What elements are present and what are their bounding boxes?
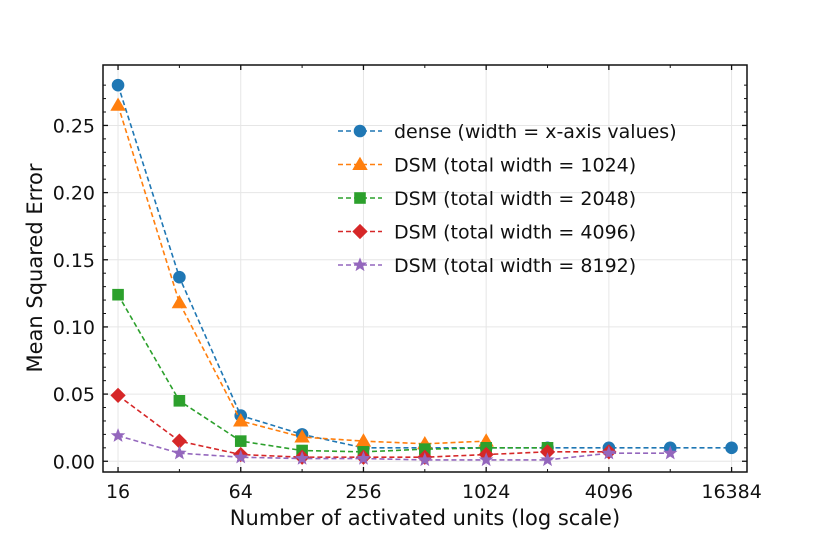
series-dsm-total-width-2048 <box>112 288 554 458</box>
legend-label: DSM (total width = 1024) <box>394 155 636 177</box>
legend-label: DSM (total width = 2048) <box>394 188 636 210</box>
legend-marker-diamond <box>352 223 368 240</box>
y-tick-label: 0.20 <box>53 183 95 205</box>
y-tick-label: 0.25 <box>53 115 95 137</box>
data-point-circle <box>725 441 738 455</box>
legend-marker-triangle <box>352 156 368 170</box>
data-point-square <box>112 288 124 301</box>
x-axis-title: Number of activated units (log scale) <box>230 506 620 530</box>
series-layer <box>110 78 738 467</box>
legend-entry: DSM (total width = 8192) <box>338 255 636 277</box>
data-point-triangle <box>294 429 310 443</box>
data-point-star <box>356 450 371 465</box>
series-dsm-total-width-8192 <box>110 428 678 467</box>
legend-label: DSM (total width = 4096) <box>394 222 636 244</box>
data-point-star <box>662 445 678 460</box>
legend-marker-square <box>354 192 366 204</box>
data-point-star <box>110 428 126 442</box>
legend-entry: DSM (total width = 4096) <box>338 222 636 244</box>
chart-legend: dense (width = x-axis values) DSM (total … <box>338 121 677 277</box>
legend-label: DSM (total width = 8192) <box>394 255 636 277</box>
y-axis-title: Mean Squared Error <box>23 163 47 372</box>
data-point-square <box>234 435 247 447</box>
data-point-triangle <box>171 294 188 309</box>
x-tick-label: 1024 <box>462 481 510 503</box>
y-tick-label: 0.05 <box>53 384 95 406</box>
data-point-diamond <box>110 387 126 404</box>
data-point-triangle <box>110 97 126 111</box>
data-point-star <box>172 445 187 460</box>
legend-entry: DSM (total width = 2048) <box>338 188 636 210</box>
y-tick-label: 0.10 <box>53 317 95 339</box>
series-line <box>117 294 548 453</box>
axes-layer: 16 64 256 1024 4096 16384 0.00 0.05 0.10 0.15 0.20… <box>53 65 762 503</box>
data-point-star <box>417 452 433 467</box>
legend-label: dense (width = x-axis values) <box>394 121 677 143</box>
data-point-circle <box>173 270 186 284</box>
legend-marker-circle <box>353 124 367 138</box>
x-tick-label: 64 <box>229 481 253 503</box>
series-line <box>117 434 671 461</box>
y-tick-label: 0.15 <box>53 250 95 272</box>
data-point-star <box>601 445 617 460</box>
legend-entry: DSM (total width = 1024) <box>338 155 636 177</box>
data-point-star <box>540 452 555 467</box>
data-point-square <box>173 395 186 407</box>
x-tick-label: 16 <box>106 481 130 503</box>
data-point-star <box>478 452 494 467</box>
data-point-circle <box>111 78 125 92</box>
series-line <box>117 394 609 459</box>
data-point-star <box>233 449 249 464</box>
x-tick-label: 4096 <box>585 481 633 503</box>
y-tick-label: 0.00 <box>53 451 95 473</box>
series-line <box>117 84 732 449</box>
data-point-triangle <box>233 413 249 427</box>
legend-entry: dense (width = x-axis values) <box>338 121 677 143</box>
legend-marker-star <box>352 257 368 272</box>
x-tick-label: 16384 <box>701 481 761 503</box>
x-tick-label: 256 <box>345 481 381 503</box>
data-point-star <box>294 450 310 465</box>
